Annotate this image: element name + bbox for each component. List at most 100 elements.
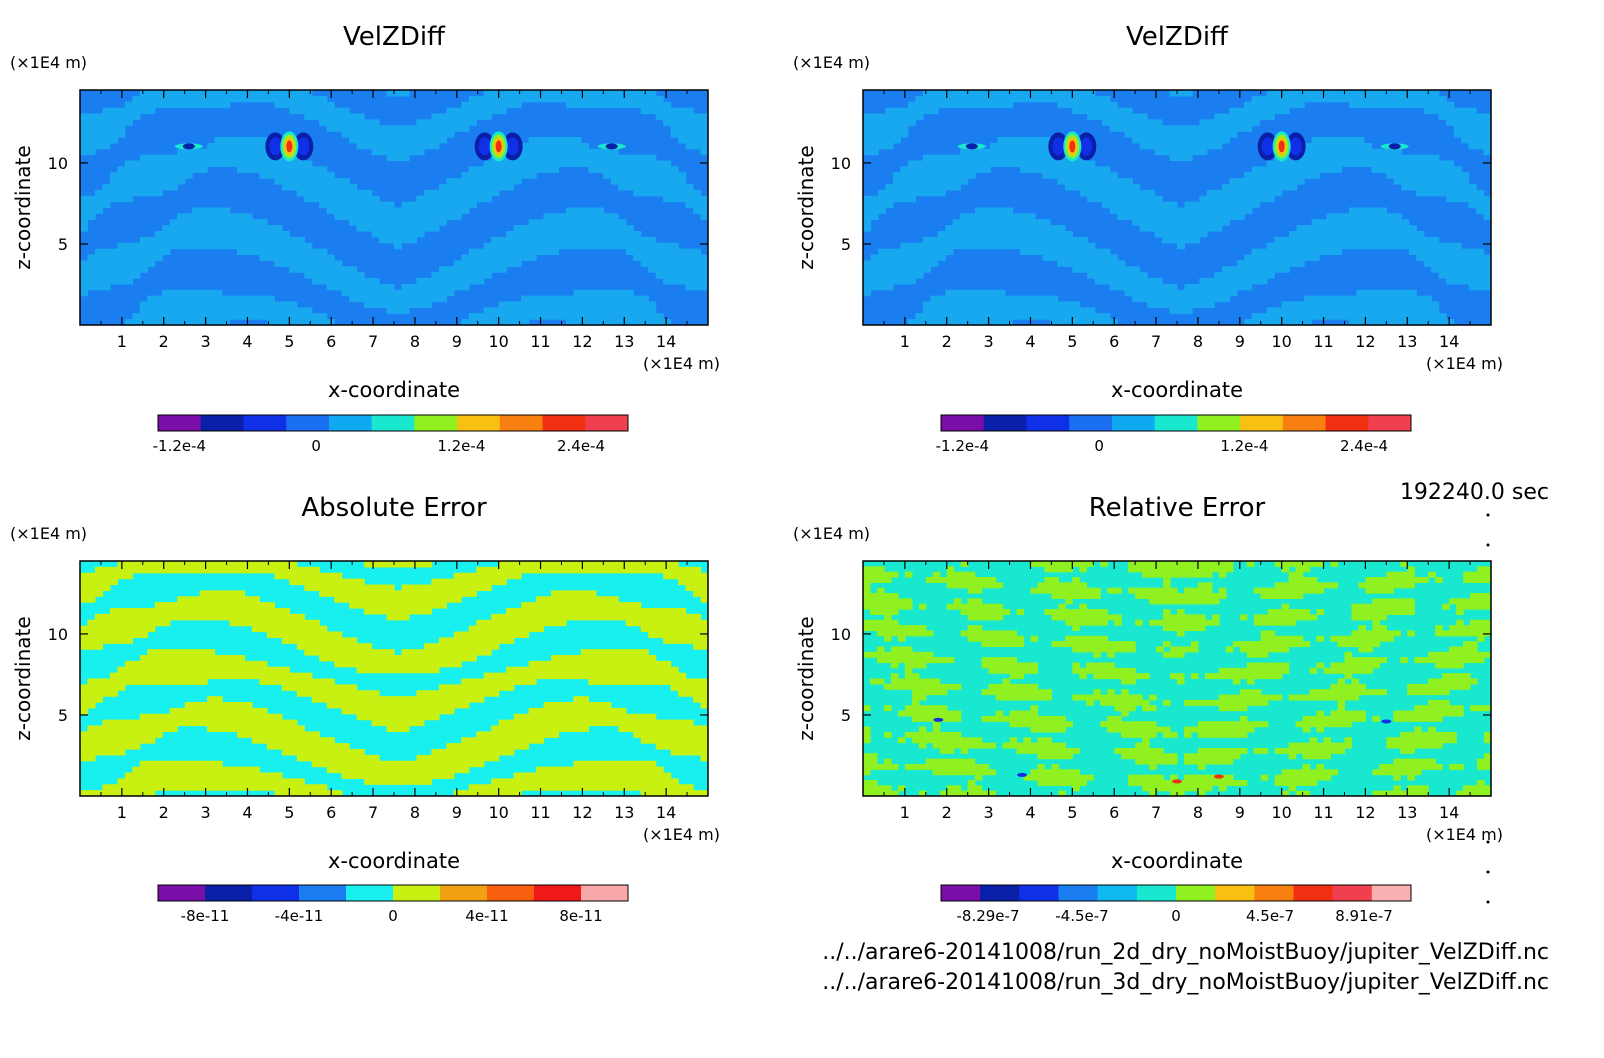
field-cell (1476, 196, 1484, 202)
field-cell (237, 608, 245, 614)
field-cell (573, 225, 581, 231)
field-cell (1013, 302, 1021, 308)
field-cell (596, 302, 604, 308)
field-cell (259, 161, 267, 167)
field-cell (1237, 213, 1245, 219)
field-cell (1274, 172, 1282, 178)
field-cell (297, 778, 305, 784)
field-cell (1424, 166, 1432, 172)
field-cell (1371, 237, 1379, 243)
field-cell (1289, 184, 1297, 190)
field-cell (1229, 196, 1237, 202)
field-cell (603, 219, 611, 225)
field-cell (87, 284, 95, 290)
field-cell (1147, 219, 1155, 225)
field-cell (1140, 296, 1148, 302)
field-cell (573, 784, 581, 790)
field-cell (215, 243, 223, 249)
field-cell (87, 149, 95, 155)
field-cell (581, 102, 589, 108)
field-cell (454, 690, 462, 696)
field-cell (1125, 208, 1133, 214)
field-cell (663, 272, 671, 278)
field-cell (1095, 313, 1103, 319)
field-cell (312, 643, 320, 649)
field-cell (990, 307, 998, 313)
field-cell (1446, 243, 1454, 249)
field-cell (192, 313, 200, 319)
field-cell (678, 255, 686, 261)
field-cell (431, 290, 439, 296)
field-cell (1042, 255, 1050, 261)
field-cell (544, 161, 552, 167)
field-cell (1035, 307, 1043, 313)
field-cell (401, 596, 409, 602)
field-cell (1364, 208, 1372, 214)
field-cell (1147, 143, 1155, 149)
field-cell (155, 237, 163, 243)
field-cell (416, 596, 424, 602)
field-cell (1035, 96, 1043, 102)
colorbar-swatch (585, 415, 628, 431)
field-cell (863, 266, 871, 272)
field-cell (633, 673, 641, 679)
field-cell (1035, 155, 1043, 161)
field-cell (349, 284, 357, 290)
field-cell (1020, 155, 1028, 161)
field-cell (998, 313, 1006, 319)
field-cell (177, 155, 185, 161)
field-cell (1080, 178, 1088, 184)
field-cell (222, 614, 230, 620)
field-cell (1080, 249, 1088, 255)
field-cell (878, 143, 886, 149)
field-cell (244, 778, 252, 784)
field-cell (544, 143, 552, 149)
field-cell (1140, 272, 1148, 278)
field-cell (237, 596, 245, 602)
field-cell (177, 761, 185, 767)
field-cell (1065, 161, 1073, 167)
field-cell (259, 778, 267, 784)
field-cell (1050, 166, 1058, 172)
field-cell (87, 213, 95, 219)
field-cell (975, 237, 983, 243)
field-cell (155, 243, 163, 249)
field-cell (439, 585, 447, 591)
field-cell (110, 614, 118, 620)
field-cell (558, 143, 566, 149)
field-cell (364, 225, 372, 231)
field-cell (930, 90, 938, 96)
field-cell (125, 778, 133, 784)
field-cell (476, 255, 484, 261)
field-cell (110, 567, 118, 573)
field-cell (409, 661, 417, 667)
field-cell (387, 667, 395, 673)
field-cell (1312, 255, 1320, 261)
field-cell (424, 767, 432, 773)
field-cell (1297, 249, 1305, 255)
field-cell (960, 243, 968, 249)
field-cell (424, 661, 432, 667)
field-cell (304, 266, 312, 272)
field-cell (581, 231, 589, 237)
field-cell (1416, 90, 1424, 96)
field-cell (558, 243, 566, 249)
field-cell (1080, 108, 1088, 114)
field-cell (244, 620, 252, 626)
field-cell (147, 626, 155, 632)
field-cell (244, 602, 252, 608)
field-cell (379, 608, 387, 614)
field-cell (132, 190, 140, 196)
field-cell (177, 608, 185, 614)
field-cell (923, 307, 931, 313)
y-unit-label: (×1E4 m) (793, 53, 870, 72)
field-cell (207, 761, 215, 767)
field-cell (908, 178, 916, 184)
field-cell (566, 720, 574, 726)
field-cell (1416, 296, 1424, 302)
field-cell (80, 149, 88, 155)
field-cell (117, 266, 125, 272)
field-cell (454, 108, 462, 114)
field-cell (558, 720, 566, 726)
field-cell (312, 255, 320, 261)
